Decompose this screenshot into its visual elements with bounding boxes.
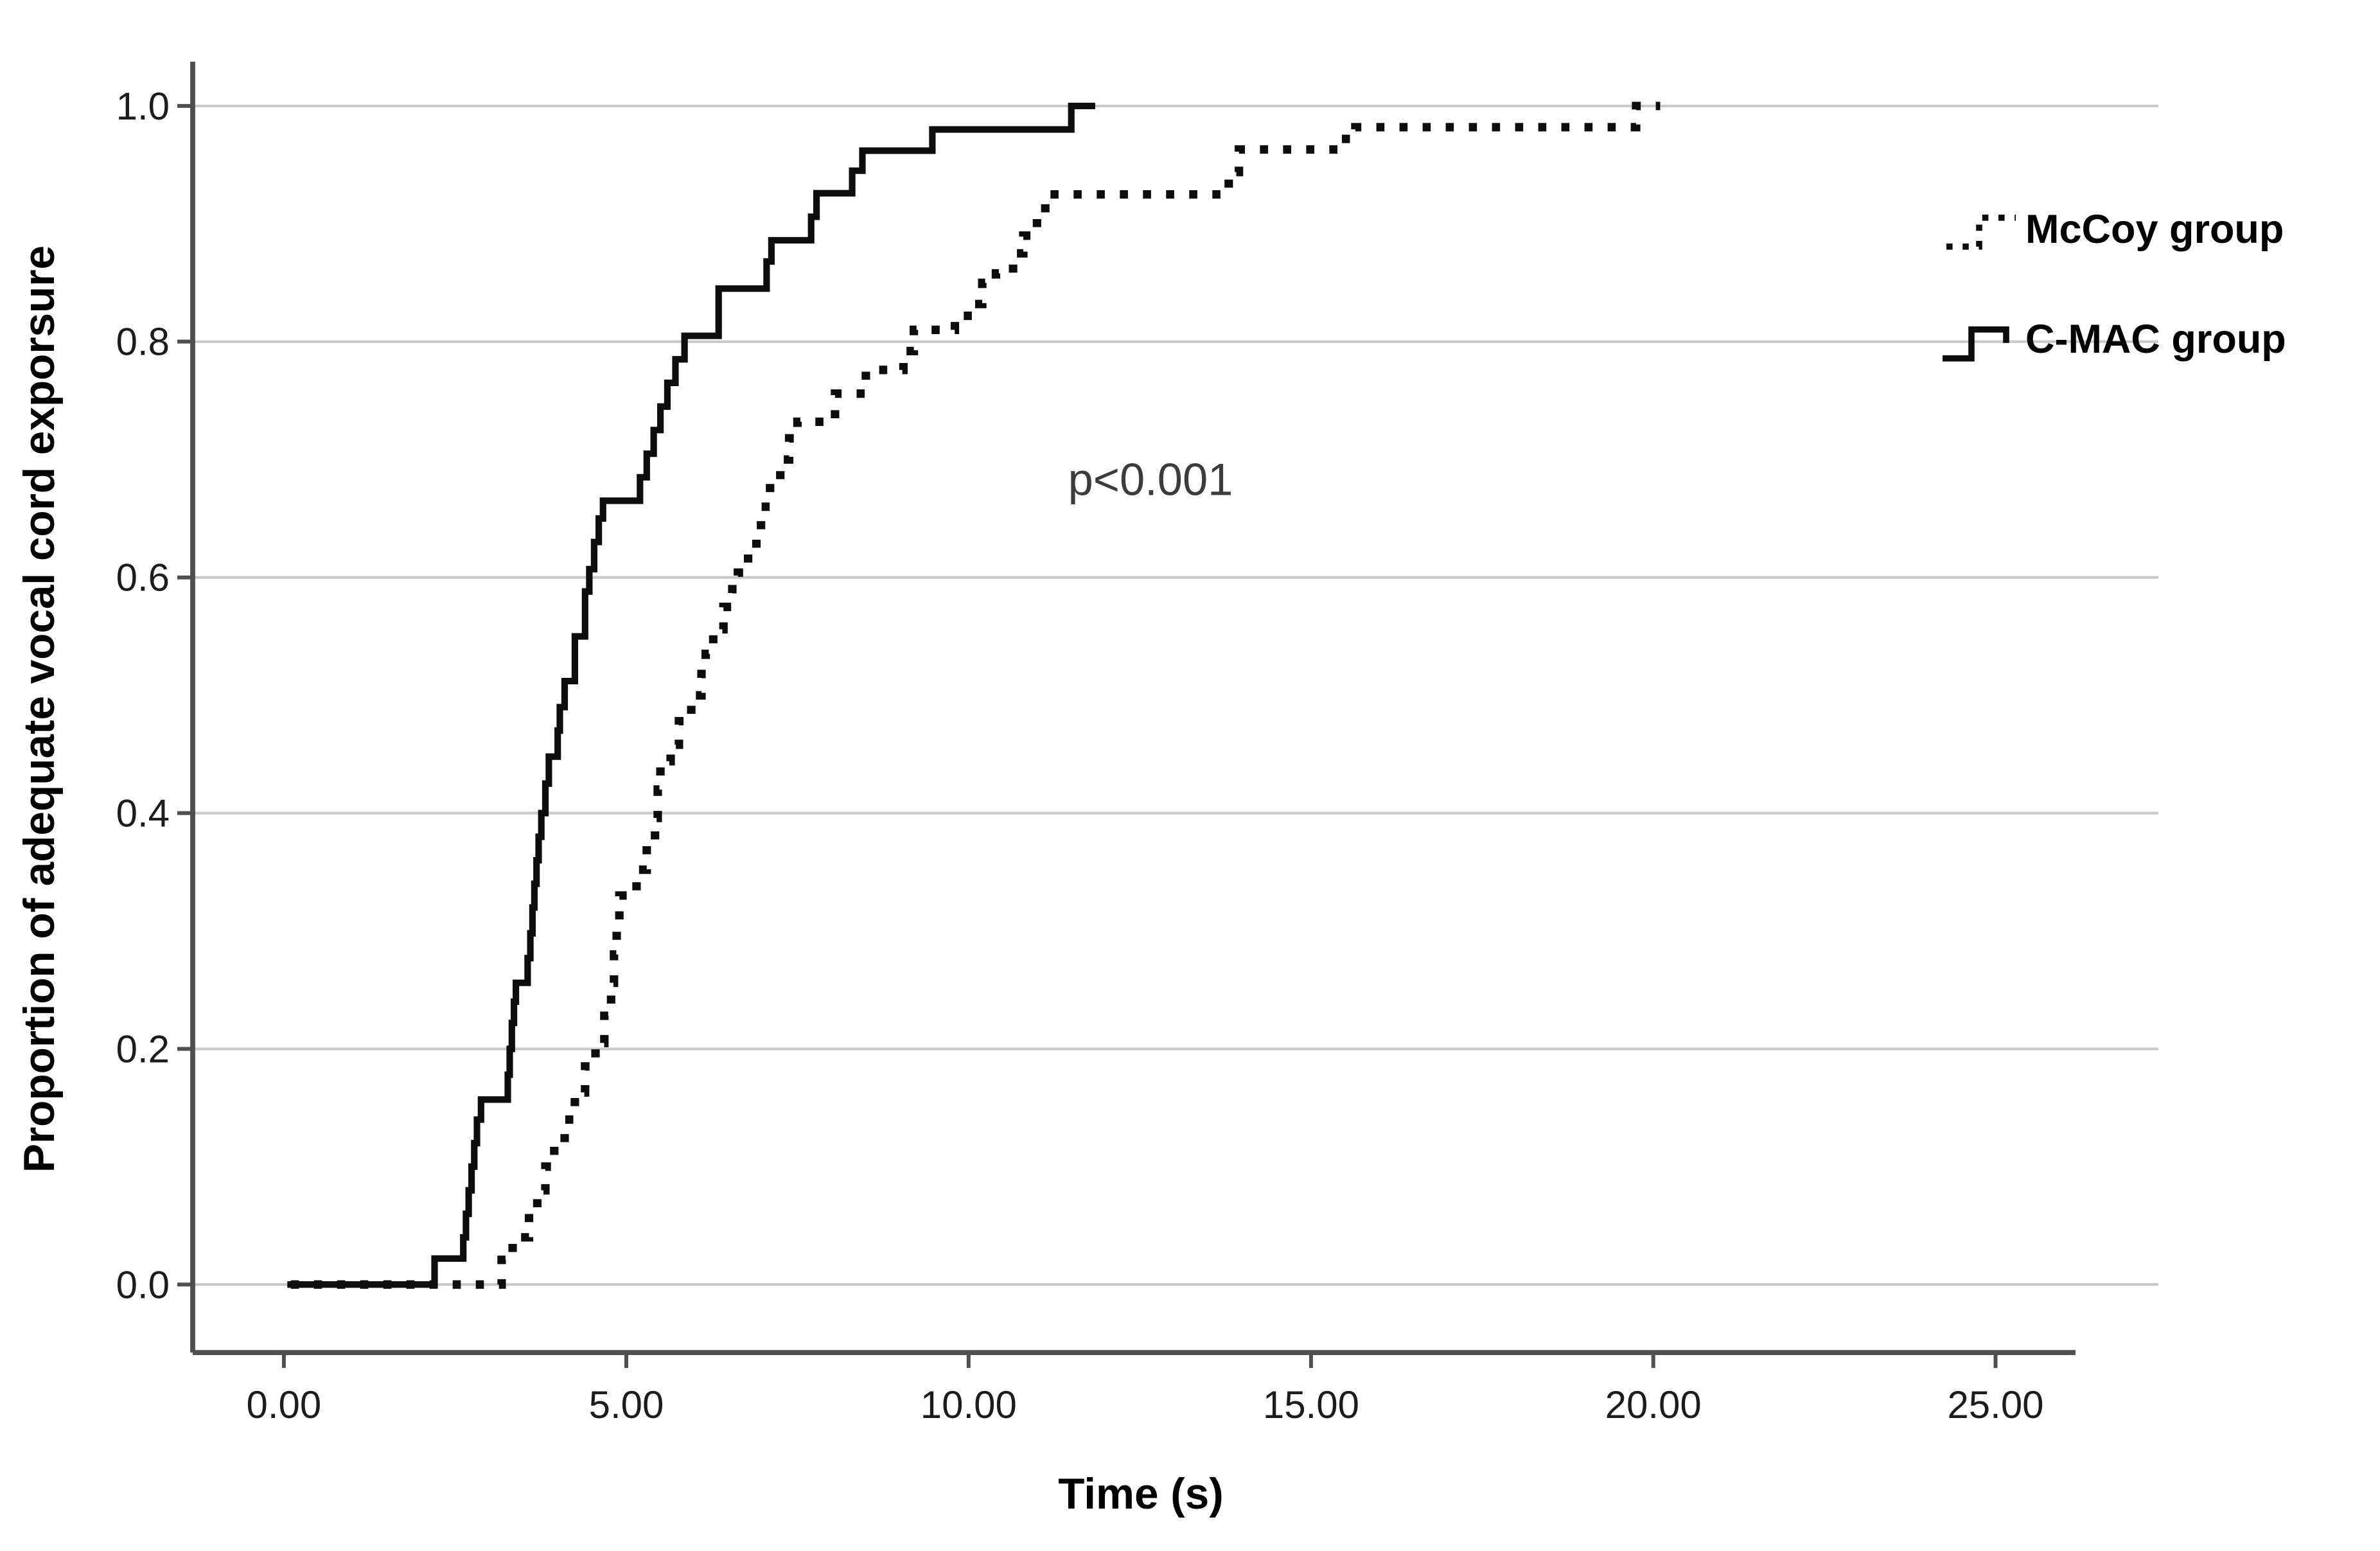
legend-mccoy-line-icon [1946, 215, 2016, 250]
legend: McCoy group C-MAC group [1943, 207, 2286, 362]
y-tick-label: 0.4 [116, 792, 170, 835]
legend-label-mccoy: McCoy group [2025, 207, 2284, 252]
x-tick-label: 0.00 [247, 1383, 322, 1426]
x-tick-label: 5.00 [589, 1383, 664, 1426]
y-tick-label: 1.0 [116, 85, 170, 128]
y-tick-label: 0.8 [116, 321, 170, 364]
x-tick-label: 25.00 [1947, 1383, 2043, 1426]
legend-cmac-line-icon [1943, 326, 2009, 362]
x-axis-title: Time (s) [1058, 1470, 1224, 1518]
curves [287, 102, 1661, 1289]
x-tick-label: 20.00 [1605, 1383, 1702, 1426]
legend-label-cmac: C-MAC group [2025, 317, 2286, 362]
y-tick-label: 0.6 [116, 556, 170, 599]
gridlines [193, 104, 2158, 1286]
y-tick-label: 0.0 [116, 1263, 170, 1306]
y-tick-label: 0.2 [116, 1028, 170, 1071]
curve-mccoy-group [290, 102, 1661, 1289]
y-axis-title: Proportion of adequate vocal cord expors… [15, 245, 64, 1173]
p-value-annotation: p<0.001 [1068, 454, 1233, 505]
axes [190, 61, 2076, 1356]
x-tick-label: 15.00 [1263, 1383, 1359, 1426]
curve-c-mac-group [287, 102, 1095, 1288]
x-tick-label: 10.00 [921, 1383, 1017, 1426]
axis-ticks: 0.0 0.2 0.4 0.6 0.8 1.0 0.00 5.00 10.00 15.00 20.0… [116, 85, 2044, 1426]
